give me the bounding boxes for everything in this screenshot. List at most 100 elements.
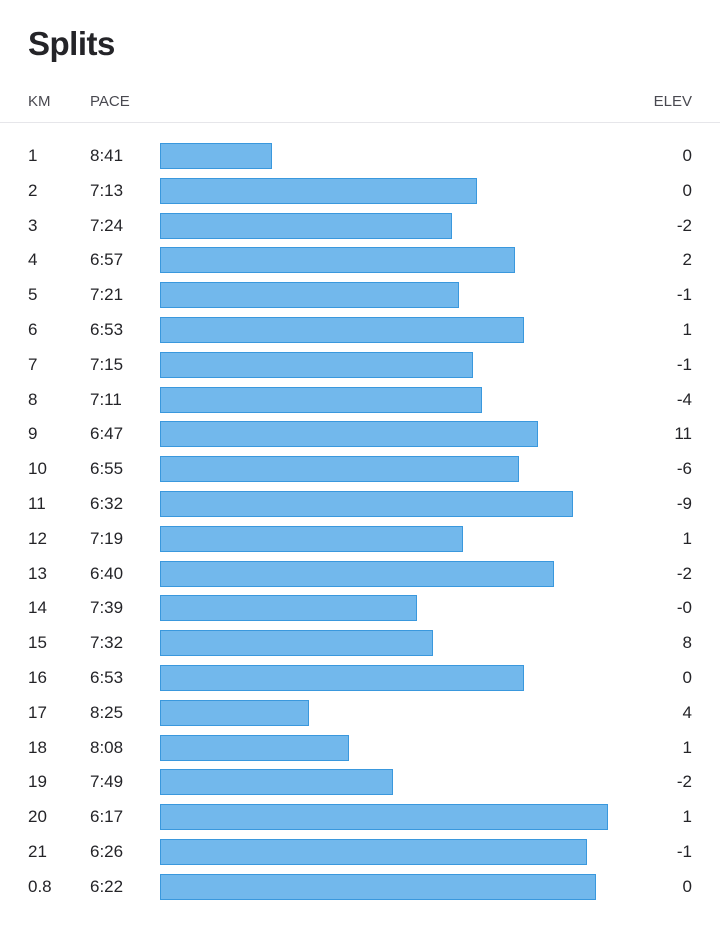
split-km: 6 xyxy=(28,319,38,339)
split-elev: 0 xyxy=(682,180,692,200)
pace-bar xyxy=(160,421,538,448)
split-pace: 7:32 xyxy=(90,633,124,653)
split-row: 0.8 6:22 0 xyxy=(0,870,720,905)
split-km: 21 xyxy=(28,841,47,861)
split-elev: 1 xyxy=(682,737,692,757)
pace-bar xyxy=(160,316,524,343)
split-km: 18 xyxy=(28,737,47,757)
pace-bar xyxy=(160,630,433,657)
split-km: 1 xyxy=(28,146,38,165)
pace-bar xyxy=(160,351,473,378)
splits-table-header: KM PACE ELEV xyxy=(0,90,720,123)
split-pace: 7:19 xyxy=(90,528,124,548)
split-km: 11 xyxy=(28,493,46,513)
split-row: 7 7:15 -1 xyxy=(0,348,720,383)
split-elev: 1 xyxy=(682,319,692,339)
split-pace: 7:13 xyxy=(90,180,124,200)
km-column-header: KM xyxy=(28,93,51,110)
pace-bar xyxy=(160,247,515,274)
split-row: 1 8:41 0 xyxy=(0,139,720,174)
split-elev: -2 xyxy=(676,772,692,792)
split-pace: 6:40 xyxy=(90,563,124,583)
split-row: 10 6:55 -6 xyxy=(0,452,720,487)
pace-bar xyxy=(160,595,417,622)
pace-bar xyxy=(160,734,349,761)
pace-bar xyxy=(160,873,597,900)
split-km: 19 xyxy=(28,772,47,792)
split-pace: 6:17 xyxy=(90,807,124,827)
split-pace: 7:11 xyxy=(90,389,122,409)
pace-bar xyxy=(160,177,478,204)
split-row: 20 6:17 1 xyxy=(0,800,720,835)
split-elev: 11 xyxy=(674,424,692,444)
split-km: 7 xyxy=(28,354,38,374)
split-km: 8 xyxy=(28,389,38,409)
split-km: 14 xyxy=(28,598,47,618)
split-km: 3 xyxy=(28,215,38,235)
split-pace: 6:26 xyxy=(90,841,124,861)
pace-bar xyxy=(160,664,524,691)
pace-bar xyxy=(160,699,310,726)
split-km: 17 xyxy=(28,702,47,722)
pace-bar xyxy=(160,838,587,865)
split-km: 12 xyxy=(28,528,47,548)
pace-bar xyxy=(160,804,608,831)
split-km: 10 xyxy=(28,459,47,479)
split-elev: 2 xyxy=(682,250,692,270)
split-pace: 6:47 xyxy=(90,424,124,444)
split-pace: 6:53 xyxy=(90,667,124,687)
split-elev: -1 xyxy=(676,841,692,861)
split-km: 16 xyxy=(28,667,47,687)
split-elev: 8 xyxy=(682,633,692,653)
split-pace: 6:57 xyxy=(90,250,124,270)
split-pace: 6:22 xyxy=(90,876,124,896)
split-pace: 7:21 xyxy=(90,285,124,305)
pace-bar xyxy=(160,456,520,483)
split-km: 5 xyxy=(28,285,38,305)
pace-bar xyxy=(160,282,459,309)
split-pace: 6:32 xyxy=(90,493,124,513)
pace-bar xyxy=(160,386,482,413)
split-pace: 6:53 xyxy=(90,319,124,339)
split-row: 8 7:11 -4 xyxy=(0,383,720,418)
split-elev: -0 xyxy=(676,598,692,618)
split-pace: 7:24 xyxy=(90,215,124,235)
split-elev: -2 xyxy=(676,563,692,583)
split-elev: 0 xyxy=(682,667,692,687)
split-km: 20 xyxy=(28,807,47,827)
split-row: 21 6:26 -1 xyxy=(0,835,720,870)
split-elev: -6 xyxy=(676,459,692,479)
split-pace: 8:41 xyxy=(90,146,124,165)
elev-column-header: ELEV xyxy=(653,93,692,110)
pace-column-header: PACE xyxy=(90,93,130,110)
split-km: 15 xyxy=(28,633,47,653)
split-row: 16 6:53 0 xyxy=(0,661,720,696)
split-row: 5 7:21 -1 xyxy=(0,278,720,313)
split-row: 13 6:40 -2 xyxy=(0,557,720,592)
split-pace: 6:55 xyxy=(90,459,124,479)
pace-bar xyxy=(160,525,464,552)
pace-bar xyxy=(160,143,272,169)
split-elev: 1 xyxy=(682,528,692,548)
pace-bar xyxy=(160,560,555,587)
split-elev: 0 xyxy=(682,146,692,165)
split-pace: 7:15 xyxy=(90,354,124,374)
split-pace: 7:39 xyxy=(90,598,124,618)
split-km: 9 xyxy=(28,424,38,444)
split-elev: 4 xyxy=(682,702,692,722)
split-row: 6 6:53 1 xyxy=(0,313,720,348)
split-km: 13 xyxy=(28,563,47,583)
pace-bar xyxy=(160,212,452,239)
split-row: 19 7:49 -2 xyxy=(0,765,720,800)
split-pace: 7:49 xyxy=(90,772,124,792)
splits-chart: 1 8:41 0 2 7:13 0 3 7:24 -2 4 6:57 2 5 7:21 -1 6 6:53 1 7 7… xyxy=(0,139,720,905)
split-km: 0.8 xyxy=(28,876,52,896)
split-elev: -1 xyxy=(676,285,692,305)
split-km: 2 xyxy=(28,180,38,200)
split-elev: 0 xyxy=(682,876,692,896)
split-elev: -9 xyxy=(676,493,692,513)
split-row: 11 6:32 -9 xyxy=(0,487,720,522)
pace-bar xyxy=(160,490,573,517)
pace-bar xyxy=(160,769,394,796)
split-row: 4 6:57 2 xyxy=(0,243,720,278)
